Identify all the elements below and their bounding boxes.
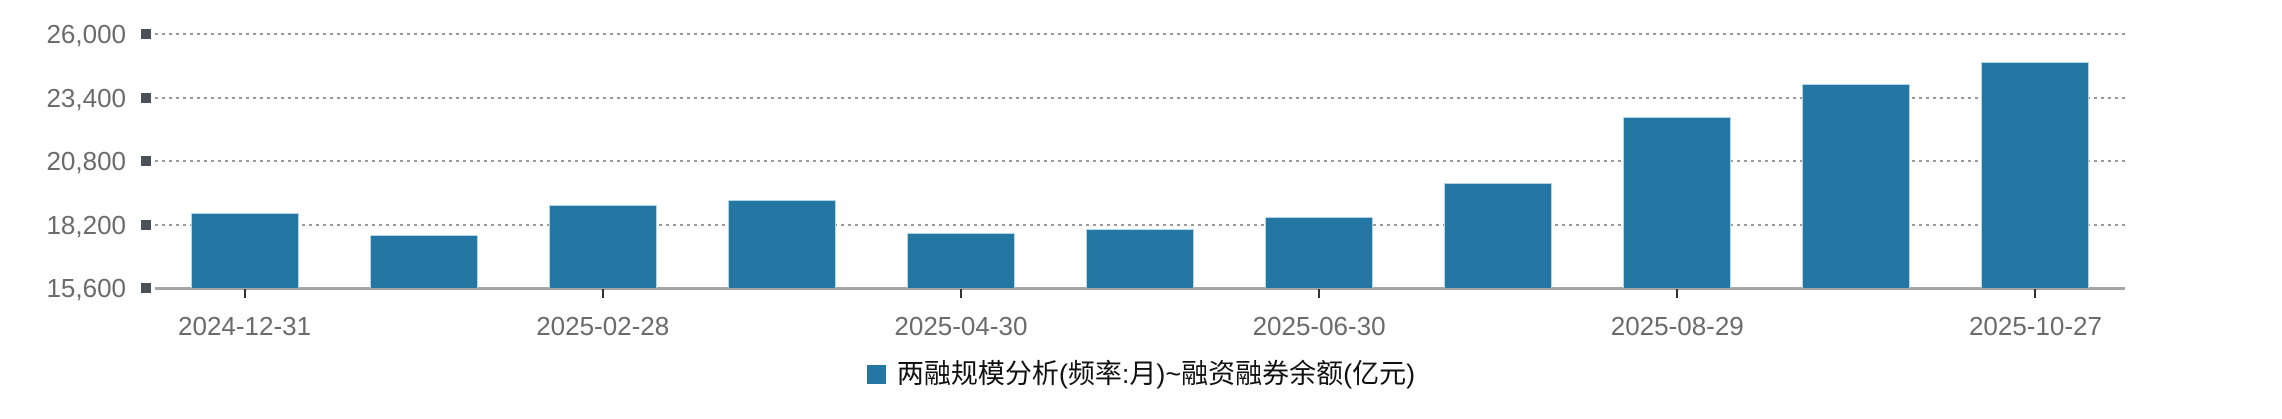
x-axis-line	[155, 287, 2125, 290]
bar-7[interactable]	[1265, 216, 1374, 288]
bar-5[interactable]	[906, 232, 1015, 288]
gridline	[155, 223, 2125, 226]
x-tick-mark	[959, 289, 962, 298]
gridline	[155, 96, 2125, 99]
y-tick-square-icon	[141, 29, 151, 39]
x-axis-label: 2024-12-31	[178, 311, 312, 341]
legend-swatch-icon	[866, 364, 886, 384]
x-axis-label: 2025-08-29	[1610, 311, 1744, 341]
bar-8[interactable]	[1444, 183, 1553, 288]
x-axis-label: 2025-04-30	[894, 311, 1028, 341]
gridline	[155, 33, 2125, 35]
x-axis-label: 2025-06-30	[1252, 311, 1386, 341]
bar-9[interactable]	[1623, 117, 1732, 288]
bar-11[interactable]	[1981, 62, 2090, 288]
x-tick-mark	[1318, 289, 1321, 298]
y-tick-square-icon	[141, 156, 151, 166]
y-axis-label: 20,800	[46, 146, 126, 176]
bar-2[interactable]	[369, 235, 478, 288]
plot-area	[155, 34, 2125, 288]
bar-1[interactable]	[190, 212, 299, 288]
x-axis-label: 2025-02-28	[536, 311, 670, 341]
legend-item[interactable]: 两融规模分析(频率:月)~融资融券余额(亿元)	[0, 357, 2282, 391]
y-axis-label: 18,200	[46, 209, 126, 240]
bar-6[interactable]	[1086, 228, 1194, 288]
y-tick-square-icon	[141, 219, 151, 230]
y-axis-label: 23,400	[46, 82, 126, 113]
x-tick-mark	[1676, 289, 1679, 298]
bar-10[interactable]	[1802, 83, 1911, 288]
legend-label: 两融规模分析(频率:月)~融资融券余额(亿元)	[896, 359, 1416, 389]
x-axis-label: 2025-10-27	[1968, 311, 2102, 341]
gridline	[155, 160, 2125, 162]
x-tick-mark	[601, 289, 604, 298]
x-tick-mark	[2034, 289, 2037, 298]
y-tick-square-icon	[141, 92, 151, 103]
bar-4[interactable]	[727, 199, 836, 288]
bar-3[interactable]	[548, 205, 657, 288]
x-tick-mark	[243, 289, 246, 298]
y-axis-label: 15,600	[46, 273, 126, 303]
y-axis-label: 26,000	[46, 19, 126, 49]
y-tick-square-icon	[141, 283, 151, 293]
